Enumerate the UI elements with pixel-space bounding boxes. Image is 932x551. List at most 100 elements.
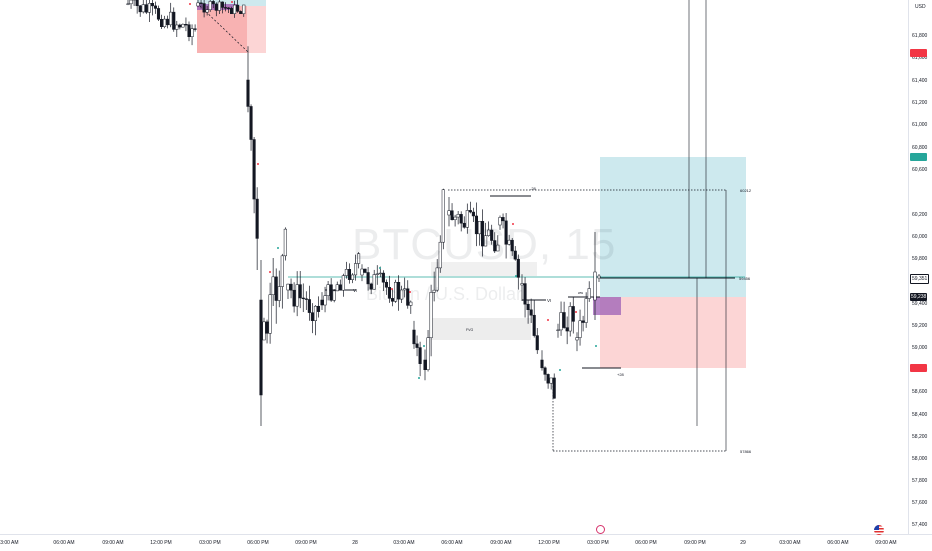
candle-body xyxy=(296,285,299,307)
candle-body xyxy=(250,106,253,139)
target-label: 59456 xyxy=(739,276,751,281)
candle-body xyxy=(230,8,233,13)
candle-body xyxy=(547,374,550,383)
signal-marker xyxy=(559,369,561,371)
candle-body xyxy=(588,289,591,299)
scale-settings-button[interactable] xyxy=(910,536,930,548)
candle-body xyxy=(563,312,566,327)
candle-body xyxy=(311,313,314,321)
candle-body xyxy=(263,322,266,340)
time-tick: 06:00 PM xyxy=(635,540,656,546)
candle-body xyxy=(550,378,553,383)
price-tick: 59,000 xyxy=(912,345,927,351)
candle-body xyxy=(224,7,227,8)
candle-body xyxy=(327,285,330,296)
candle-body xyxy=(266,322,269,334)
candle-body xyxy=(209,1,212,9)
candle-body xyxy=(218,2,221,10)
candle-body xyxy=(305,299,308,300)
candle-body xyxy=(582,321,585,323)
candle-body xyxy=(448,211,451,215)
time-tick: 03:00 AM xyxy=(779,540,800,546)
candle-body xyxy=(203,4,206,13)
signal-marker xyxy=(418,377,420,379)
price-tick: 61,800 xyxy=(912,33,927,39)
candle-body xyxy=(148,3,151,12)
candle-body xyxy=(524,284,527,305)
signal-marker xyxy=(515,275,517,277)
candle-body xyxy=(200,3,203,4)
signal-marker xyxy=(189,3,191,5)
price-tick: 61,400 xyxy=(912,78,927,84)
price-label: 61,455 xyxy=(910,49,927,57)
candle-body xyxy=(382,273,385,282)
stop-zone xyxy=(600,297,746,368)
candle-body xyxy=(130,0,133,4)
candle-body xyxy=(530,310,533,315)
time-tick: 09:00 AM xyxy=(490,540,511,546)
time-tick: 03:00 PM xyxy=(587,540,608,546)
signal-marker xyxy=(277,247,279,249)
time-tick: 06:00 PM xyxy=(247,540,268,546)
candle-body xyxy=(317,306,320,311)
candle-body xyxy=(416,344,419,348)
candle-body xyxy=(247,80,250,106)
price-tick: 61,200 xyxy=(912,100,927,106)
time-tick: 03:00 AM xyxy=(0,540,19,546)
candle-body xyxy=(281,256,284,287)
candle-body xyxy=(215,4,218,11)
small-label-b: -28 xyxy=(530,186,537,191)
us-flag-icon[interactable] xyxy=(874,525,884,535)
candle-body xyxy=(527,304,530,310)
signal-marker xyxy=(269,271,271,273)
price-tick: 59,200 xyxy=(912,323,927,329)
signal-marker xyxy=(595,345,597,347)
signal-marker xyxy=(547,319,549,321)
lightning-icon[interactable] xyxy=(596,525,605,534)
candle-body xyxy=(336,285,339,291)
candle-body xyxy=(179,25,182,27)
time-tick: 29 xyxy=(740,540,746,546)
time-tick: 06:00 AM xyxy=(827,540,848,546)
candle-body xyxy=(182,24,185,27)
price-tick: 58,600 xyxy=(912,389,927,395)
candle-body xyxy=(191,29,194,37)
signal-marker xyxy=(423,345,425,347)
candle-body xyxy=(598,276,601,278)
candle-body xyxy=(284,229,287,256)
candle-body xyxy=(290,284,293,290)
price-tick: 60,800 xyxy=(912,145,927,151)
price-tick: 57,800 xyxy=(912,478,927,484)
target-zone xyxy=(600,157,746,297)
candle-body xyxy=(188,25,191,37)
candle-body xyxy=(127,4,130,5)
candle-body xyxy=(139,6,142,12)
candle-body xyxy=(166,19,169,25)
candle-body xyxy=(157,8,160,19)
price-tick: 59,800 xyxy=(912,256,927,262)
candle-body xyxy=(185,24,188,25)
candle-body xyxy=(293,290,296,306)
candle-body xyxy=(302,298,305,299)
candle-body xyxy=(379,273,382,274)
candle-body xyxy=(333,291,336,300)
price-tick: 59,400 xyxy=(912,301,927,307)
price-tick: 60,000 xyxy=(912,234,927,240)
price-tick: 60,200 xyxy=(912,212,927,218)
currency-label: USD xyxy=(915,4,926,10)
candle-body xyxy=(321,300,324,305)
candle-body xyxy=(212,1,215,4)
candle-body xyxy=(451,211,454,220)
candle-body xyxy=(239,11,242,13)
price-tick: 60,600 xyxy=(912,167,927,173)
candle-body xyxy=(260,300,263,395)
time-tick: 09:00 PM xyxy=(295,540,316,546)
vi-label-left: VI xyxy=(353,288,357,293)
candle-body xyxy=(233,5,236,14)
candle-body xyxy=(469,210,472,212)
vi-label-right: VI xyxy=(547,298,551,303)
candle-body xyxy=(194,29,197,30)
